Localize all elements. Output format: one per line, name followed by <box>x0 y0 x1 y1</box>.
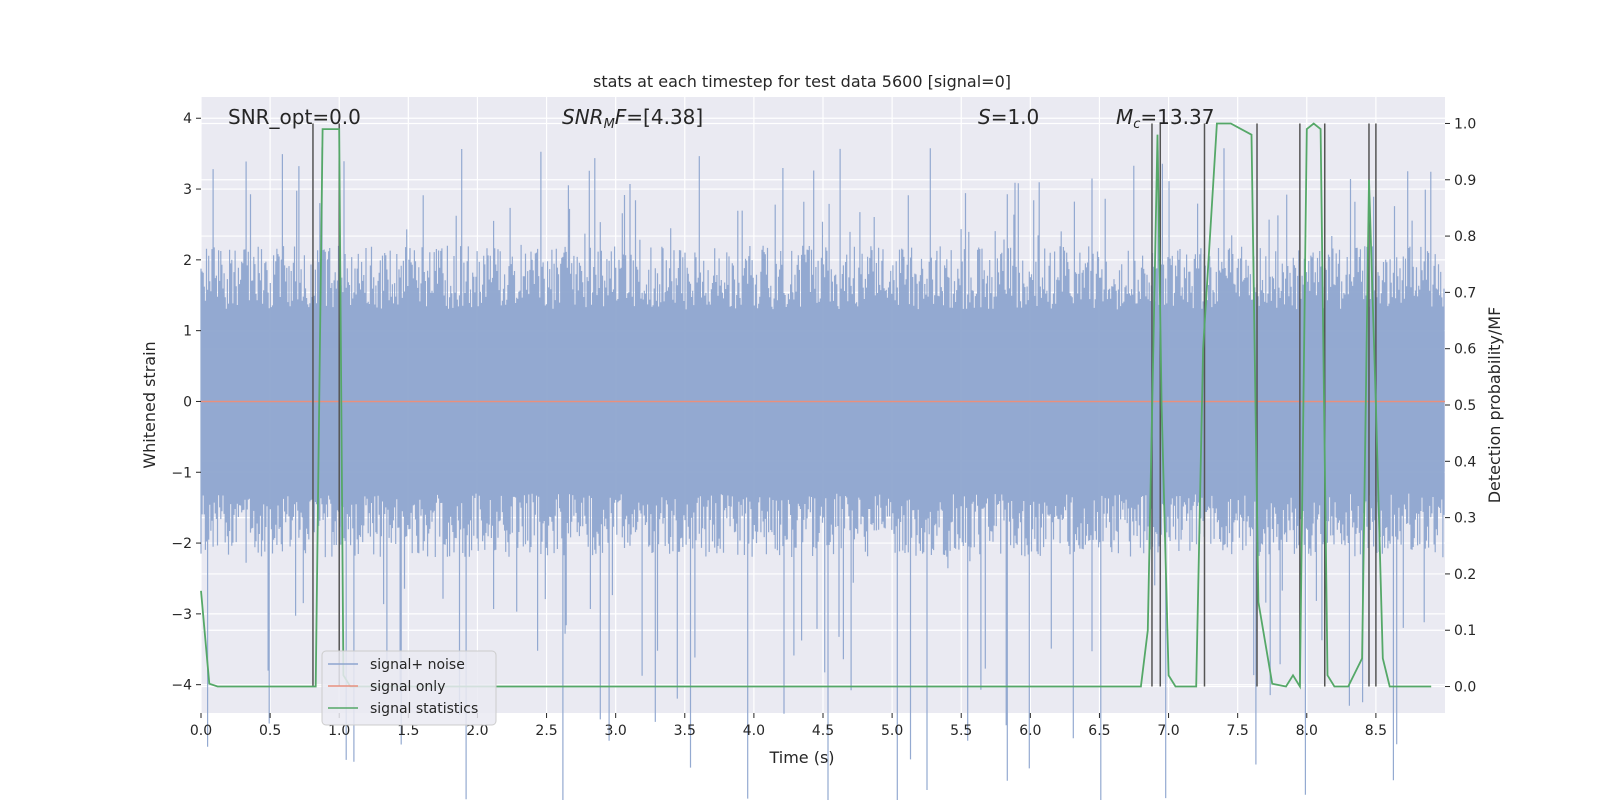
x-tick-label: 1.0 <box>328 723 350 739</box>
annotation-mc-italic: M <box>1116 105 1133 129</box>
annotation-mc: Mc=13.37 <box>1116 105 1214 132</box>
annotation-snr-mf-rest: F=[4.38] <box>615 105 703 129</box>
y-tick-label: −4 <box>171 678 192 694</box>
y2-tick-label: 0.5 <box>1454 398 1476 414</box>
y2-tick-label: 1.0 <box>1454 116 1476 132</box>
chart-title: stats at each timestep for test data 560… <box>593 72 1011 91</box>
legend: signal+ noise signal only signal statist… <box>321 650 497 726</box>
y-tick-label: 3 <box>183 182 192 198</box>
annotation-snr-mf-tail: =[4.38] <box>626 105 703 129</box>
x-tick-label: 8.0 <box>1296 723 1318 739</box>
y2-tick-label: 0.2 <box>1454 567 1476 583</box>
y-tick-label: −1 <box>171 465 192 481</box>
y2-axis-label: Detection probability/MF <box>1485 307 1504 504</box>
x-tick-label: 8.5 <box>1365 723 1387 739</box>
annotation-s: S=1.0 <box>978 105 1039 129</box>
x-tick-label: 7.5 <box>1227 723 1249 739</box>
x-tick-label: 3.5 <box>674 723 696 739</box>
x-tick-label: 4.0 <box>743 723 765 739</box>
x-tick-label: 1.5 <box>397 723 419 739</box>
y2-tick-label: 0.1 <box>1454 623 1476 639</box>
y2-tick-label: 0.0 <box>1454 680 1476 696</box>
y-tick-label: −3 <box>171 607 192 623</box>
legend-label-signal-statistics: signal statistics <box>370 701 478 717</box>
x-tick-label: 5.0 <box>881 723 903 739</box>
y-tick-label: 4 <box>183 111 192 127</box>
legend-label-signal-noise: signal+ noise <box>370 657 465 673</box>
x-tick-label: 2.0 <box>466 723 488 739</box>
x-tick-label: 0.0 <box>190 723 212 739</box>
annotation-snr-mf-sub: M <box>604 117 615 132</box>
y2-tick-label: 0.4 <box>1454 454 1476 470</box>
y-tick-label: 2 <box>183 253 192 269</box>
y2-tick-label: 0.7 <box>1454 285 1476 301</box>
annotation-snr-opt: SNR_opt=0.0 <box>228 105 361 129</box>
annotation-mc-sub: c <box>1133 117 1140 132</box>
annotation-s-rest: =1.0 <box>991 105 1040 129</box>
annotation-mc-rest: =13.37 <box>1140 105 1214 129</box>
legend-label-signal-only: signal only <box>370 679 445 695</box>
y-tick-label: 0 <box>183 394 192 410</box>
x-tick-label: 5.5 <box>950 723 972 739</box>
x-tick-label: 7.0 <box>1157 723 1179 739</box>
y-axis-label: Whitened strain <box>140 341 159 468</box>
x-tick-label: 2.5 <box>535 723 557 739</box>
x-tick-label: 3.0 <box>605 723 627 739</box>
y2-tick-label: 0.8 <box>1454 229 1476 245</box>
annotation-snr-mf: SNRMF=[4.38] <box>562 105 703 132</box>
legend-box <box>321 650 497 726</box>
annotation-snr-mf-f: F <box>615 105 627 129</box>
y-tick-label: −2 <box>171 536 192 552</box>
y2-axis-ticks: 1.0 0.9 0.8 0.7 0.6 0.5 0.4 0.3 0.2 0.1 0.0 <box>1445 116 1476 696</box>
y2-tick-label: 0.6 <box>1454 342 1476 358</box>
x-axis-ticks: 0.0 0.5 1.0 1.5 2.0 2.5 3.0 3.5 4.0 4.5 5.0 5.5 6.0 6… <box>190 713 1387 739</box>
y-tick-label: 1 <box>183 324 192 340</box>
y-axis-ticks: 4 3 2 1 0 −1 −2 −3 −4 <box>171 111 201 694</box>
y2-tick-label: 0.3 <box>1454 511 1476 527</box>
x-tick-label: 6.5 <box>1088 723 1110 739</box>
y2-tick-label: 0.9 <box>1454 173 1476 189</box>
annotation-s-italic: S <box>978 105 991 129</box>
x-tick-label: 6.0 <box>1019 723 1041 739</box>
annotation-snr-mf-base: SNR <box>562 105 604 129</box>
series-signal-statistics <box>200 122 1432 690</box>
x-tick-label: 0.5 <box>259 723 281 739</box>
x-axis-label: Time (s) <box>768 748 834 767</box>
x-tick-label: 4.5 <box>812 723 834 739</box>
